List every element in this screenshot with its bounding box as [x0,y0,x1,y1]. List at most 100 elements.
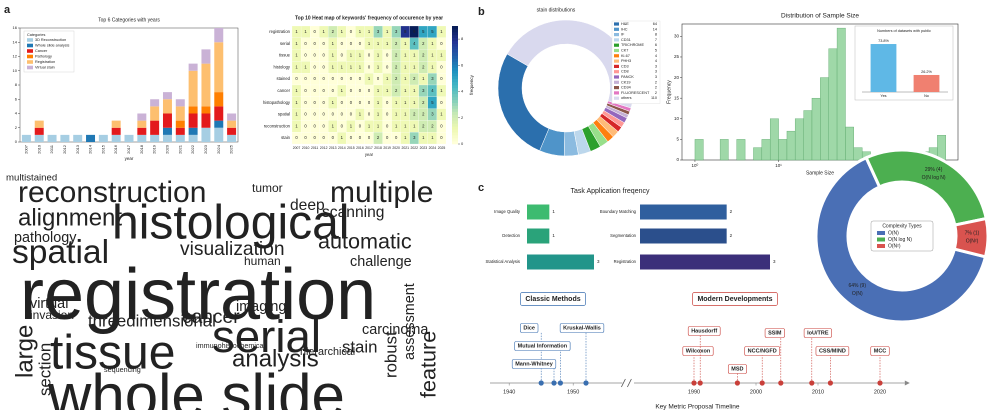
cell-label: 1 [341,64,344,69]
value-label: 2 [730,233,733,238]
cell-label: 2 [377,135,380,140]
x-tick-label: 2017 [126,144,131,154]
bar-segment [86,134,96,142]
cell-label: 1 [395,100,398,105]
colorbar-step [452,55,458,59]
colorbar-step [452,114,458,118]
colorbar-step [452,117,458,121]
slice-value-label: 64% (9) [849,283,867,289]
group-label: Classic Methods [525,296,580,303]
cell-label: 1 [295,88,298,93]
histogram-bar [761,139,771,161]
x-tick-label: No [924,94,929,98]
word: serial [212,311,321,362]
cell-label: 0 [350,76,353,81]
column-label: 2022 [411,146,419,150]
colorbar-step [452,79,458,83]
word: assessment [402,283,418,360]
cell-label: 2 [422,41,425,46]
value-label: 1 [552,209,555,214]
cell-label: 0 [368,112,371,117]
event-label: MCC [874,348,887,354]
x-tick-label: 2007 [23,144,28,154]
cell-label: 2 [413,112,416,117]
legend-value: 3 [655,64,657,68]
legend-value: 5 [655,49,657,53]
axis-title: Key Metric Proposal Timeline [655,404,740,410]
word: threedimensional [88,311,216,330]
event-label: Kruskal-Wallis [563,325,601,331]
cell-label: 0 [313,100,316,105]
x-axis-label: year [365,152,374,157]
y-tick-label: 0 [676,157,679,162]
cell-label: 0 [304,53,307,58]
cell-label: 1 [332,41,335,46]
legend-label: IHC [621,27,628,31]
column-label: 2015 [347,146,355,150]
cell-label: 1 [377,112,380,117]
colorbar-step [452,141,458,145]
legend-label: O(N²) [888,243,901,249]
bar [527,204,550,220]
cell-label: 1 [404,76,407,81]
row-label: serial [280,41,290,46]
cell-label: 0 [304,88,307,93]
bar-segment [137,120,147,128]
bar-segment [214,120,224,128]
event-dot [557,380,564,386]
y-tick-label: Image Quality [494,209,521,214]
cell-label: 2 [422,64,425,69]
column-label: 2018 [374,146,382,150]
cell-label: 1 [413,100,416,105]
colorbar-step [452,49,458,53]
y-tick-label: 20 [674,75,680,80]
colorbar-step [452,102,458,106]
bar-segment [201,127,211,142]
colorbar-step [452,99,458,103]
legend-swatch [27,54,33,59]
legend-value: 2 [655,86,657,90]
donut-slice [601,110,625,128]
donut-slice [539,128,566,157]
donut-slice [497,53,550,152]
column-label: 2010 [302,146,310,150]
bar-segment [137,134,147,142]
colorbar-step [452,76,458,80]
y-tick-label: 2 [15,125,18,130]
x-tick-label: 2020 [165,144,170,154]
cell-label: 1 [304,64,307,69]
cell-label: 1 [295,123,298,128]
event-dot [827,380,834,386]
cell-label: 3 [395,29,398,34]
cell-label: 0 [359,123,362,128]
cell-label: 1 [413,88,416,93]
event-box [870,346,890,356]
histogram-bar [778,139,788,161]
cell-label: 2 [422,100,425,105]
cell-label: 0 [332,112,335,117]
bar-segment [227,113,237,121]
x-axis-label: Sample Size [806,170,834,176]
cell-label: 0 [368,88,371,93]
legend-label: CD34 [621,86,631,90]
cell-label: 0 [304,112,307,117]
legend-swatch [877,231,885,235]
panel-label: c [478,182,484,194]
cell-label: 0 [386,123,389,128]
legend-value: 110 [651,96,657,100]
cell-label: 1 [295,53,298,58]
cell-label: 3 [413,135,416,140]
x-tick-label: 2025 [229,144,234,154]
legend-label: O(N) [888,230,899,236]
colorbar-step [452,138,458,142]
word: spatial [12,234,109,271]
cell-label: 4 [413,41,416,46]
event-label: IoU/TRE [807,330,829,336]
legend-swatch [27,49,33,53]
cell-label: 0 [313,76,316,81]
colorbar-label: frequency [469,74,474,95]
colorbar-step [452,70,458,74]
bar-segment [227,127,237,135]
cell-label: 3 [431,76,434,81]
word: large [11,325,38,378]
